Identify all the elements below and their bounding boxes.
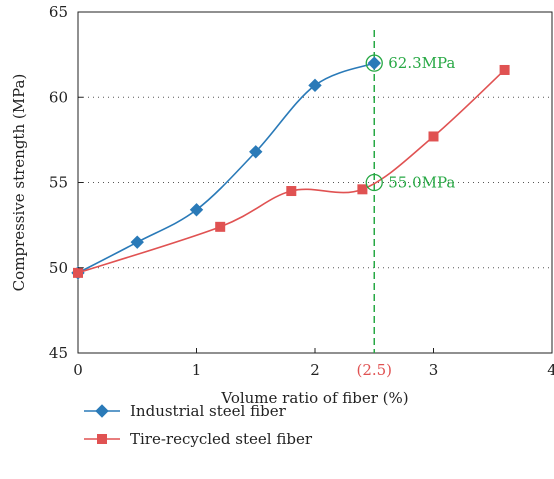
series-1-point-5 xyxy=(499,64,510,75)
legend-marker-1 xyxy=(97,434,107,444)
x-ticks: 0 1 2 3 4 xyxy=(73,348,554,379)
annotation-label-1: 55.0MPa xyxy=(388,174,455,192)
legend-label-0: Industrial steel fiber xyxy=(130,402,287,420)
series-0-point-5 xyxy=(367,56,381,70)
x-tick-label-2: 2 xyxy=(310,361,320,379)
annotation-label-0: 62.3MPa xyxy=(388,54,455,72)
y-axis-title: Compressive strength (MPa) xyxy=(10,74,28,292)
series-0-point-4 xyxy=(308,78,322,93)
x-tick-label-4: 4 xyxy=(547,361,554,379)
x-tick-label-0: 0 xyxy=(73,361,83,379)
y-tick-label-0: 45 xyxy=(49,344,68,362)
series-0-point-2 xyxy=(189,203,204,217)
annotation-circle-1 xyxy=(365,173,383,192)
series-0-point-1 xyxy=(130,235,144,249)
y-tick-label-1: 50 xyxy=(49,259,68,277)
series-1-point-2 xyxy=(286,186,297,197)
reference-line-label: (2.5) xyxy=(356,361,392,379)
y-tick-label-2: 55 xyxy=(49,174,68,192)
series-1-point-3 xyxy=(357,184,368,195)
x-tick-label-3: 3 xyxy=(429,361,439,379)
series-1-point-4 xyxy=(428,131,439,142)
legend: Industrial steel fiber Tire-recycled stee… xyxy=(84,402,313,448)
series-line-0 xyxy=(77,62,375,274)
y-tick-label-3: 60 xyxy=(49,88,68,106)
grid-lines xyxy=(78,96,552,269)
series-1-point-1 xyxy=(215,221,226,232)
y-tick-label-4: 65 xyxy=(49,3,68,21)
x-tick-label-1: 1 xyxy=(192,361,202,379)
series-1-point-0 xyxy=(73,267,83,278)
plot-frame xyxy=(77,11,553,354)
legend-label-1: Tire-recycled steel fiber xyxy=(130,430,313,448)
x-axis-title: Volume ratio of fiber (%) xyxy=(220,389,408,407)
annotation-circle-0 xyxy=(365,54,383,72)
y-ticks: 45 50 55 60 65 xyxy=(49,3,83,362)
series-0-point-3 xyxy=(249,145,263,159)
legend-marker-0 xyxy=(95,404,109,418)
reference-line-group: (2.5) xyxy=(356,30,392,379)
series-group xyxy=(71,56,510,280)
annotations-group: 62.3MPa 55.0MPa xyxy=(365,54,455,192)
